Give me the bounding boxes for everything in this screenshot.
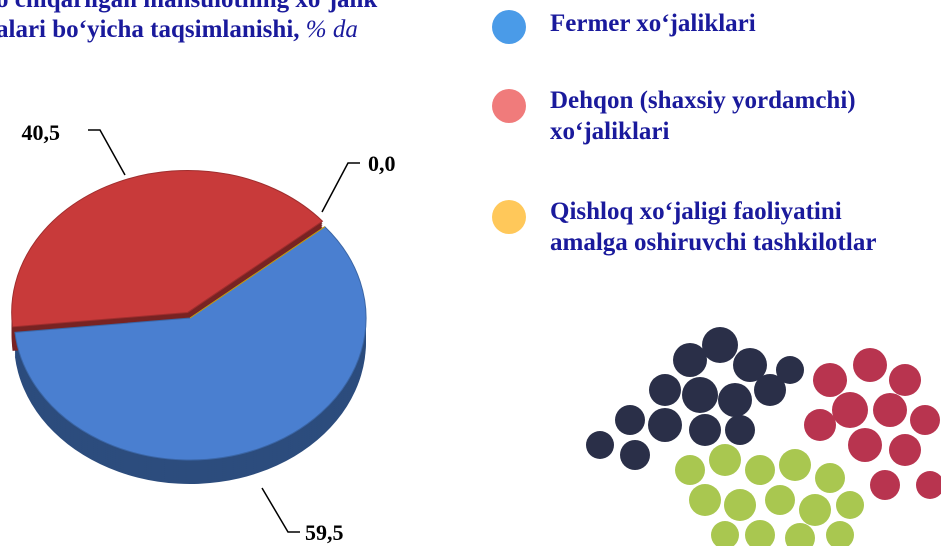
data-label: 0,0 (368, 151, 396, 176)
chart: 59,5 40,5 0,0 (11, 120, 396, 545)
leader-line (88, 129, 126, 176)
legend-marker (492, 10, 526, 44)
slice (14, 226, 367, 461)
data-label: 40,5 (22, 120, 61, 145)
data-label: 59,5 (305, 520, 344, 545)
grapes-dark (586, 327, 804, 470)
grapes-green (675, 444, 864, 546)
title-unit: % da (305, 16, 358, 43)
slice (11, 169, 324, 328)
leader-line (321, 162, 360, 213)
legend-marker (492, 200, 526, 234)
legend-marker (492, 89, 526, 123)
legend-label: Qishloq xo‘jaligi faoliyatini amalga osh… (550, 198, 877, 256)
chart-title: alari bo‘yicha taqsimlanishi, (0, 16, 300, 43)
chart-title: o chiqarilgan mahsulotning xo‘jalik (0, 0, 377, 14)
leader-line (261, 487, 300, 533)
legend-label: Dehqon (shaxsiy yordamchi) xo‘jaliklari (550, 87, 856, 145)
grapes-red (804, 348, 941, 500)
chart-title: alari bo‘yicha taqsimlanishi, % da (0, 16, 358, 44)
legend-label: Fermer xo‘jaliklari (550, 10, 756, 37)
